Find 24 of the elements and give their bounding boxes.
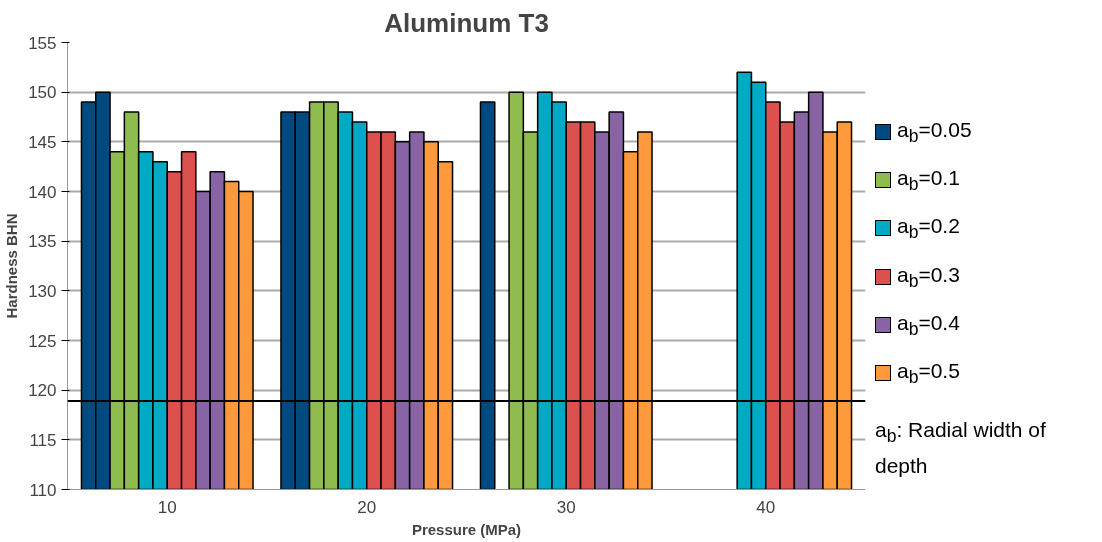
x-axis-title: Pressure (MPa) [411, 520, 522, 538]
legend-label: a$_{b}$=0.5 [897, 357, 960, 390]
x-tick-label: 10 [157, 497, 177, 517]
x-tick-label: 30 [556, 497, 576, 517]
legend-label: a$_{b}$=0.3 [897, 261, 960, 293]
legend-label: a$_{b}$=0.05 [897, 117, 972, 149]
x-tick-label: 20 [357, 497, 377, 517]
y-tick-label: 115 [29, 430, 57, 450]
y-tick-label: 140 [28, 182, 57, 202]
legend-label: a$_{b}$=0.2 [897, 213, 960, 245]
y-tick-label: 130 [28, 281, 57, 301]
text: a$_{b}$: Radial width of depth [875, 417, 1047, 479]
legend-label: a$_{b}$=0.4 [897, 309, 960, 341]
chart-title: Aluminum T3 [384, 7, 549, 38]
legend-label: a$_{b}$=0.1 [897, 165, 960, 197]
y-axis-title: Hardness BHN [3, 213, 21, 319]
y-tick-label: 120 [28, 381, 57, 401]
y-tick-label: 155 [28, 33, 57, 53]
y-tick-label: 150 [28, 83, 57, 103]
y-tick-label: 145 [28, 132, 57, 152]
y-tick-label: 135 [28, 232, 57, 252]
x-tick-label: 40 [756, 497, 776, 517]
y-tick-label: 125 [28, 331, 57, 351]
y-tick-label: 110 [29, 480, 57, 500]
